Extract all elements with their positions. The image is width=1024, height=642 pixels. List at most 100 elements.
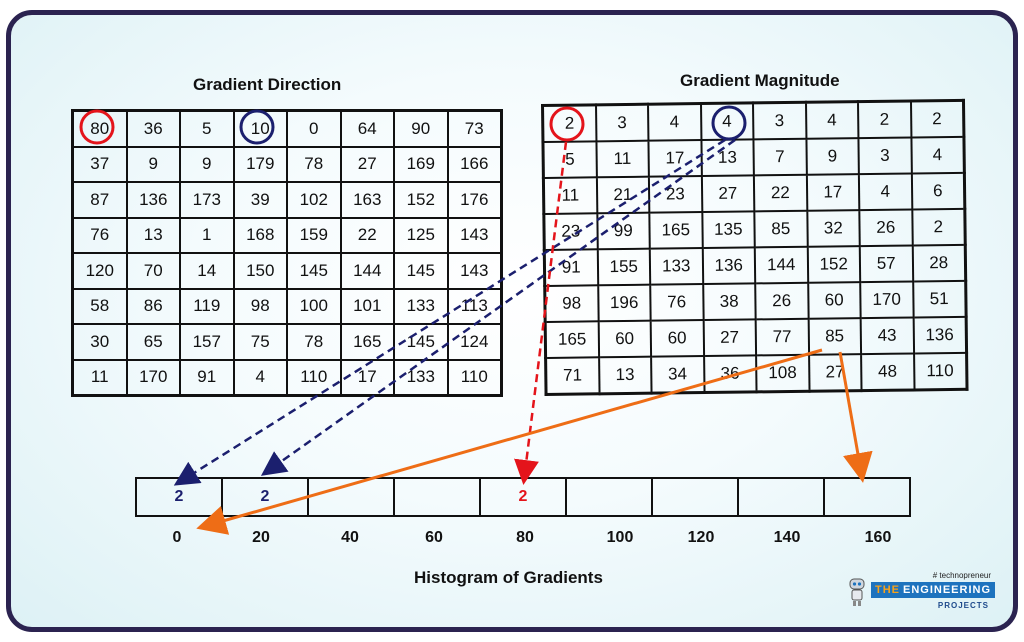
table-cell: 36 (125, 109, 181, 148)
red-arrow-to-bin-80 (514, 141, 568, 485)
table-cell: 169 (393, 145, 449, 183)
table-cell: 143 (446, 252, 503, 290)
histogram-bin (651, 477, 739, 517)
table-cell: 113 (446, 287, 503, 325)
table-row: 76 13 1 168 159 22 125 143 (71, 216, 503, 254)
highlight-circle-dir-80 (79, 109, 115, 145)
table-cell: 133 (393, 287, 449, 325)
table-cell: 98 (232, 287, 288, 325)
table-cell: 90 (393, 109, 449, 148)
table-cell: 145 (393, 323, 449, 361)
table-cell: 11 (71, 358, 128, 397)
table-cell: 73 (446, 109, 503, 148)
table-cell: 152 (393, 181, 449, 219)
highlight-circle-dir-10 (239, 109, 275, 145)
table-cell: 39 (232, 181, 288, 219)
logo-tagline: # technopreneur (932, 571, 991, 580)
table-cell: 87 (71, 181, 128, 219)
table-cell: 91 (179, 358, 235, 397)
highlight-circle-mag-2 (549, 106, 585, 142)
navy-arrow-to-bin-0 (173, 138, 726, 486)
table-cell: 22 (339, 216, 395, 254)
table-cell: 4 (232, 358, 288, 397)
histogram-bin (393, 477, 481, 517)
table-cell: 157 (179, 323, 235, 361)
histogram-bin (737, 477, 825, 517)
bin-label: 120 (687, 529, 715, 546)
table-row: 58 86 119 98 100 101 133 113 (71, 287, 503, 325)
table-cell: 144 (339, 252, 395, 290)
table-cell: 143 (446, 216, 503, 254)
table-cell: 13 (125, 216, 181, 254)
table-cell: 125 (393, 216, 449, 254)
magnitude-title: Gradient Magnitude (680, 71, 840, 90)
table-row: 37 9 9 179 78 27 169 166 (71, 145, 503, 183)
logo-name-main: ENGINEERING (903, 584, 992, 596)
table-cell: 166 (446, 145, 503, 183)
table-cell: 86 (125, 287, 181, 325)
logo-name: THE ENGINEERING (871, 582, 996, 598)
table-row: 30 65 157 75 78 165 145 124 (71, 323, 503, 361)
table-cell: 76 (71, 216, 128, 254)
table-cell: 159 (286, 216, 342, 254)
table-cell: 136 (125, 181, 181, 219)
table-row: 80 36 5 10 0 64 90 73 (71, 109, 503, 148)
table-cell: 80 (71, 109, 128, 148)
bin-label: 160 (864, 529, 892, 546)
highlight-circle-mag-4 (711, 105, 747, 141)
table-cell: 14 (179, 252, 235, 290)
table-cell: 168 (232, 216, 288, 254)
table-cell: 165 (339, 323, 395, 361)
table-cell: 37 (71, 145, 128, 183)
table-cell: 1 (179, 216, 235, 254)
table-cell: 145 (286, 252, 342, 290)
table-cell: 173 (179, 181, 235, 219)
table-cell: 133 (393, 358, 449, 397)
table-cell: 102 (286, 181, 342, 219)
table-cell: 75 (232, 323, 288, 361)
table-cell: 30 (71, 323, 128, 361)
direction-title: Gradient Direction (193, 75, 342, 94)
table-cell: 110 (446, 358, 503, 397)
robot-icon (849, 578, 865, 606)
histogram-bin (565, 477, 653, 517)
table-cell: 145 (393, 252, 449, 290)
bin-label: 20 (252, 529, 270, 546)
engineering-projects-logo: # technopreneur THE ENGINEERING PROJECTS (843, 571, 996, 613)
table-cell: 101 (339, 287, 395, 325)
table-row: 87 136 173 39 102 163 152 176 (71, 181, 503, 219)
table-cell: 100 (286, 287, 342, 325)
navy-arrow-to-bin-20 (260, 138, 736, 476)
table-cell: 64 (339, 109, 395, 148)
table-cell: 0 (286, 109, 342, 148)
bin-label: 40 (341, 529, 359, 546)
orange-arrow-to-bin-0 (196, 348, 823, 535)
histogram-title: Histogram of Gradients (414, 568, 603, 587)
table-cell: 78 (286, 145, 342, 183)
table-cell: 110 (286, 358, 342, 397)
table-cell: 78 (286, 323, 342, 361)
table-cell: 58 (71, 287, 128, 325)
bin-label: 0 (172, 529, 182, 546)
table-cell: 179 (232, 145, 288, 183)
bin-label: 140 (773, 529, 801, 546)
table-cell: 9 (125, 145, 181, 183)
bin-label: 80 (516, 529, 534, 546)
logo-name-prefix: THE (875, 584, 900, 596)
table-cell: 163 (339, 181, 395, 219)
logo-subname: PROJECTS (937, 601, 989, 610)
table-cell: 170 (125, 358, 181, 397)
table-cell: 70 (125, 252, 181, 290)
bin-label: 100 (606, 529, 634, 546)
table-cell: 65 (125, 323, 181, 361)
table-cell: 150 (232, 252, 288, 290)
bin-label: 60 (425, 529, 443, 546)
table-row: 120 70 14 150 145 144 145 143 (71, 252, 503, 290)
table-cell: 5 (179, 109, 235, 148)
table-cell: 9 (179, 145, 235, 183)
histogram-bin (823, 477, 911, 517)
gradient-direction-table: 80 36 5 10 0 64 90 73 37 9 9 179 78 27 169 166 87 136 173 3… (71, 109, 503, 397)
orange-arrow-to-bin-160 (838, 351, 873, 483)
